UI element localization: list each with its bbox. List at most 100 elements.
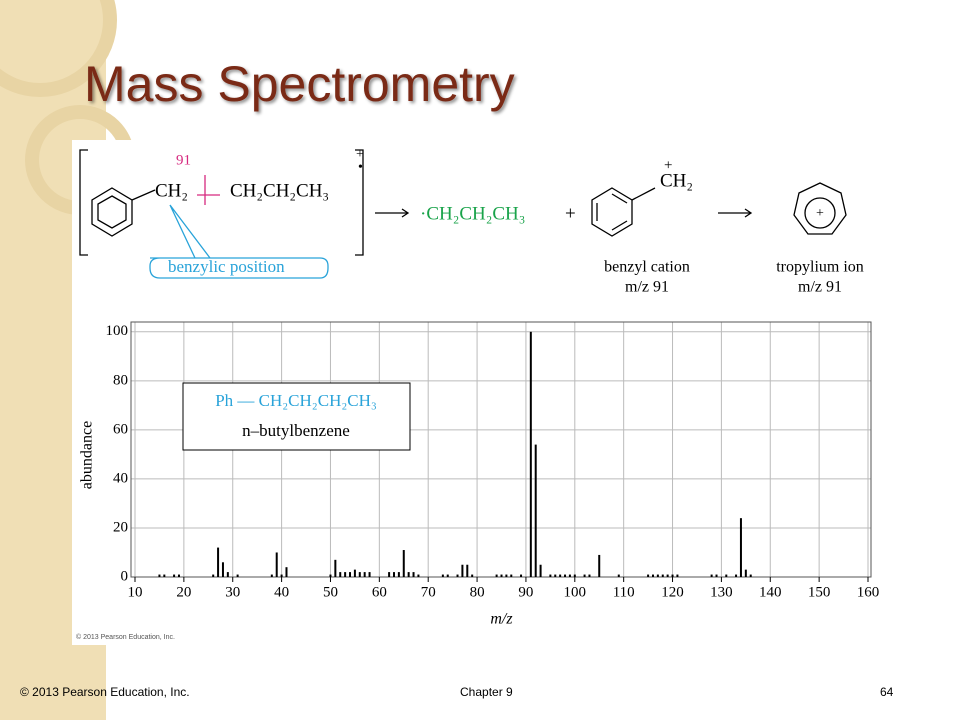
bar xyxy=(573,574,576,577)
x-tick-label: 80 xyxy=(470,584,485,600)
mz: m/z 91 xyxy=(625,279,669,296)
formula: CH₂ xyxy=(660,170,693,191)
y-tick-label: 80 xyxy=(113,372,128,388)
x-tick-label: 130 xyxy=(710,584,733,600)
bar xyxy=(534,444,537,577)
label: benzylic position xyxy=(168,257,285,276)
bar xyxy=(676,574,679,577)
x-tick-label: 40 xyxy=(274,584,289,600)
bar xyxy=(397,572,400,577)
bar xyxy=(559,574,562,577)
x-tick-label: 10 xyxy=(128,584,143,600)
bar xyxy=(715,574,718,577)
bar xyxy=(368,572,371,577)
x-tick-label: 100 xyxy=(564,584,587,600)
radical: ·CH₂CH₂CH₃ xyxy=(420,203,525,224)
bar xyxy=(280,574,283,577)
charge: + xyxy=(816,206,824,221)
bar xyxy=(505,574,508,577)
bar xyxy=(744,569,747,577)
bar xyxy=(564,574,567,577)
bar xyxy=(471,574,474,577)
page-number: 64 xyxy=(880,685,894,699)
bar xyxy=(329,574,332,577)
charge: + xyxy=(664,157,672,173)
footer: Chapter 9 xyxy=(460,685,513,699)
bar xyxy=(656,574,659,577)
bar xyxy=(221,562,224,577)
bar xyxy=(353,569,356,577)
x-tick-label: 160 xyxy=(857,584,880,600)
x-axis-label: m/z xyxy=(490,611,513,628)
y-axis-label: abundance xyxy=(79,421,96,489)
credit: © 2013 Pearson Education, Inc. xyxy=(76,633,175,641)
inset-formula: Ph — CH₂CH₂CH₂CH₃ xyxy=(215,391,377,410)
bar xyxy=(666,574,669,577)
x-tick-label: 30 xyxy=(225,584,240,600)
bar xyxy=(725,574,728,577)
bar xyxy=(349,572,352,577)
y-tick-label: 20 xyxy=(113,519,128,535)
radical-dot: • xyxy=(358,160,363,175)
bar xyxy=(392,572,395,577)
bar xyxy=(539,564,542,577)
bar xyxy=(217,547,220,577)
bar xyxy=(275,552,278,577)
bar xyxy=(510,574,513,577)
bar xyxy=(236,574,239,577)
bar xyxy=(339,572,342,577)
bar xyxy=(651,574,654,577)
bar xyxy=(529,331,532,577)
bar xyxy=(710,574,713,577)
y-tick-label: 0 xyxy=(121,568,129,584)
charge: + xyxy=(356,147,364,162)
x-tick-label: 70 xyxy=(421,584,436,600)
bar xyxy=(647,574,650,577)
bar xyxy=(402,550,405,577)
cleavage-mass: 91 xyxy=(176,152,191,168)
bar xyxy=(270,574,273,577)
x-tick-label: 60 xyxy=(372,584,387,600)
bar xyxy=(334,559,337,577)
spectrum: 0 20 40 60 80 100 10 20 30 40 50 60 70 80 90 100 110 120 1… xyxy=(79,321,880,628)
formula: CH₂ xyxy=(155,180,188,201)
bar xyxy=(466,564,469,577)
mz: m/z 91 xyxy=(798,279,842,296)
bar xyxy=(212,574,215,577)
bar xyxy=(500,574,503,577)
bar xyxy=(661,574,664,577)
x-tick-label: 50 xyxy=(323,584,338,600)
bar xyxy=(441,574,444,577)
bar xyxy=(344,572,347,577)
x-tick-label: 20 xyxy=(176,584,191,600)
bar xyxy=(285,567,288,577)
bar xyxy=(598,554,601,577)
y-tick-label: 40 xyxy=(113,470,128,486)
bar xyxy=(388,572,391,577)
bar xyxy=(456,574,459,577)
bar xyxy=(588,574,591,577)
inset-box xyxy=(182,382,411,451)
bar xyxy=(671,574,674,577)
bar xyxy=(226,572,229,577)
bar xyxy=(735,574,738,577)
bar xyxy=(520,574,523,577)
x-tick-label: 110 xyxy=(613,584,635,600)
y-tick-label: 100 xyxy=(106,323,129,339)
x-tick-label: 140 xyxy=(759,584,782,600)
bar xyxy=(495,574,498,577)
bar xyxy=(163,574,166,577)
bar xyxy=(583,574,586,577)
formula: CH₂CH₂CH₃ xyxy=(230,180,329,201)
slide-title: Mass Spectrometry xyxy=(84,56,515,112)
x-tick-label: 90 xyxy=(518,584,533,600)
bar xyxy=(617,574,620,577)
bar xyxy=(739,518,742,577)
bar xyxy=(173,574,176,577)
x-tick-label: 120 xyxy=(661,584,684,600)
x-tick-label: 150 xyxy=(808,584,831,600)
y-tick-label: 60 xyxy=(113,421,128,437)
inset-name: n–butylbenzene xyxy=(242,421,350,440)
bar xyxy=(412,572,415,577)
